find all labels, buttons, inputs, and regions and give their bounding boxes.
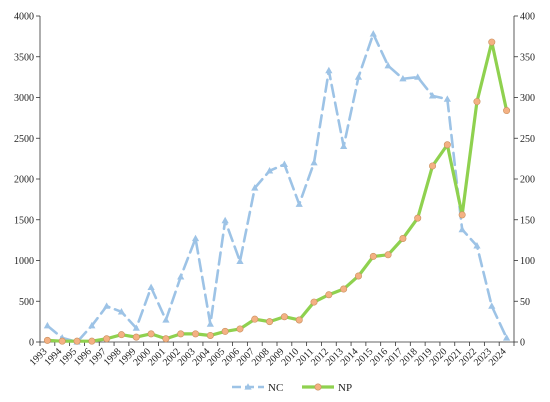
data-point-np [443, 141, 451, 149]
data-point-nc [369, 30, 377, 37]
x-tick-label: 2024 [487, 346, 509, 368]
legend-item-np: NP [302, 382, 352, 394]
left-axis-ticks: 0 500 1000 1500 2000 2500 3000 3500 4000 [14, 12, 40, 349]
data-point-nc [221, 216, 229, 224]
data-point-nc [132, 324, 140, 331]
right-tick-label: 400 [520, 12, 535, 23]
left-tick-label: 1500 [14, 215, 34, 226]
left-tick-label: 500 [19, 297, 34, 308]
data-point-np [192, 330, 200, 338]
data-point-np [340, 285, 348, 293]
left-tick-label: 2000 [14, 175, 34, 186]
data-point-nc [458, 225, 466, 233]
data-point-nc [265, 167, 274, 174]
data-point-np [354, 272, 362, 280]
data-point-nc [103, 302, 111, 309]
legend-label-nc: NC [268, 382, 283, 394]
data-point-nc [117, 308, 126, 315]
left-tick-label: 1000 [14, 256, 34, 267]
right-tick-label: 0 [520, 338, 525, 349]
data-point-np [399, 234, 407, 242]
data-point-nc [502, 334, 511, 341]
left-tick-label: 3000 [14, 93, 34, 104]
data-point-nc [191, 234, 200, 242]
data-point-np [503, 107, 511, 115]
series-np [43, 38, 511, 345]
data-point-nc [414, 73, 422, 80]
data-point-np [132, 333, 140, 341]
data-point-nc [399, 74, 407, 82]
right-tick-label: 50 [520, 297, 530, 308]
axes [39, 16, 515, 343]
data-point-nc [384, 61, 392, 69]
right-tick-label: 250 [520, 134, 535, 145]
data-point-nc [354, 73, 363, 80]
legend: NC NP [232, 382, 352, 394]
series-nc [43, 30, 511, 345]
data-point-nc [147, 283, 155, 291]
right-tick-label: 150 [520, 215, 535, 226]
data-point-np [280, 313, 288, 321]
right-tick-label: 300 [520, 93, 535, 104]
data-point-nc [473, 242, 481, 249]
series-layer [43, 30, 511, 345]
data-point-np [58, 337, 66, 345]
data-point-np [458, 211, 466, 219]
data-point-np [177, 330, 185, 338]
data-point-np [384, 251, 392, 259]
data-point-np [325, 291, 333, 299]
data-point-np [147, 330, 155, 338]
data-point-np [369, 252, 377, 260]
data-point-np [88, 337, 96, 345]
data-point-nc [488, 302, 496, 309]
data-point-nc [88, 321, 96, 329]
left-tick-label: 3500 [14, 52, 34, 63]
data-point-nc [251, 184, 259, 191]
data-point-nc [325, 66, 333, 74]
data-point-nc [443, 95, 451, 102]
data-point-np [310, 298, 318, 306]
legend-marker-np [314, 383, 322, 391]
data-point-nc [206, 320, 214, 327]
data-point-np [414, 214, 422, 222]
data-point-nc [236, 257, 244, 264]
data-point-nc [177, 273, 185, 280]
data-point-np [206, 331, 214, 339]
legend-marker-nc [244, 383, 252, 390]
x-axis-ticks: 1993199419951996199719981999200020012002… [28, 342, 515, 368]
left-tick-label: 2500 [14, 134, 34, 145]
data-point-np [43, 336, 51, 344]
data-point-np [162, 335, 170, 343]
data-point-np [251, 315, 259, 323]
data-point-nc [340, 142, 348, 150]
left-tick-label: 4000 [14, 12, 34, 23]
data-point-nc [162, 316, 170, 323]
data-point-np [117, 331, 125, 339]
data-point-np [103, 335, 111, 343]
data-point-np [73, 337, 81, 345]
data-point-np [488, 38, 496, 46]
data-point-np [295, 316, 303, 324]
data-point-np [429, 162, 437, 170]
data-point-nc [428, 92, 437, 99]
series-line-nc [46, 32, 508, 344]
left-tick-label: 0 [29, 338, 34, 349]
series-line-np [45, 40, 509, 343]
data-point-np [221, 327, 229, 335]
data-point-nc [43, 321, 52, 329]
right-tick-label: 100 [520, 256, 535, 267]
data-point-np [266, 318, 274, 326]
data-point-np [473, 98, 481, 106]
data-point-nc [295, 200, 303, 207]
legend-item-nc: NC [232, 382, 283, 394]
right-tick-label: 350 [520, 52, 535, 63]
data-point-np [236, 325, 244, 333]
legend-label-np: NP [338, 382, 352, 394]
data-point-nc [310, 158, 318, 166]
data-point-nc [280, 160, 289, 167]
right-tick-label: 200 [520, 175, 535, 186]
right-axis-ticks: 0 50 100 150 200 250 300 350 400 [514, 12, 535, 349]
